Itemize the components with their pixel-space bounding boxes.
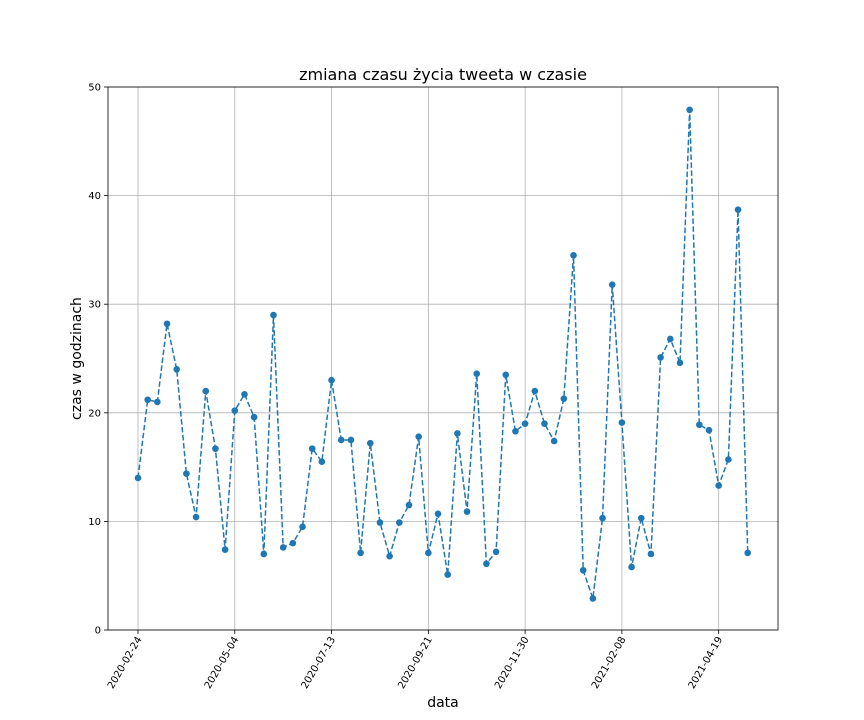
data-point	[637, 514, 645, 522]
y-axis-ticks: 0 10 20 30 40 50	[88, 83, 108, 637]
data-point	[531, 387, 539, 395]
data-point	[279, 544, 287, 551]
data-point	[570, 252, 577, 259]
data-point	[483, 560, 490, 568]
x-tick-label: 2021-02-08	[590, 635, 629, 691]
data-point	[289, 539, 297, 547]
data-point	[502, 371, 510, 379]
data-point	[183, 470, 190, 477]
data-point	[725, 456, 732, 463]
data-point	[173, 366, 181, 373]
series-points	[134, 106, 752, 602]
y-tick-label: 20	[88, 408, 101, 419]
data-point	[734, 206, 742, 214]
data-point	[589, 595, 597, 602]
plot-area	[108, 87, 778, 630]
data-point	[647, 550, 655, 558]
data-point	[599, 514, 606, 522]
x-tick-label: 2020-07-13	[300, 635, 339, 691]
data-point	[463, 508, 471, 515]
plot-frame	[107, 86, 779, 631]
data-point	[163, 320, 171, 328]
data-point	[425, 549, 432, 557]
data-point	[608, 281, 616, 288]
data-point	[308, 445, 316, 452]
data-point	[144, 396, 151, 404]
y-axis-label: czas w godzinach	[69, 297, 85, 420]
data-point	[221, 546, 229, 553]
data-point	[376, 519, 384, 526]
data-point	[512, 427, 519, 435]
x-tick-label: 2020-05-04	[203, 635, 242, 691]
data-point	[337, 436, 345, 444]
data-point	[250, 413, 258, 421]
data-point	[192, 513, 200, 521]
data-point	[154, 398, 161, 406]
data-point	[202, 387, 210, 395]
data-point	[328, 376, 335, 384]
data-point	[579, 566, 587, 574]
data-point	[231, 407, 239, 414]
data-point	[366, 439, 374, 447]
grid-lines	[108, 86, 778, 631]
data-point	[434, 510, 442, 518]
data-point	[521, 420, 529, 427]
data-point	[415, 433, 422, 440]
data-point	[686, 106, 693, 114]
data-point	[560, 395, 568, 402]
series-line	[137, 109, 749, 599]
chart-title: zmiana czasu życia tweeta w czasie	[299, 65, 587, 84]
x-tick-label: 2020-02-24	[106, 635, 145, 691]
data-point	[444, 571, 452, 578]
data-point	[666, 335, 674, 343]
x-tick-label: 2020-11-30	[493, 635, 532, 691]
data-point	[550, 437, 558, 445]
data-point	[473, 370, 481, 378]
data-point	[299, 523, 306, 531]
y-tick-label: 10	[88, 517, 101, 528]
data-point	[715, 482, 722, 489]
data-point	[705, 426, 713, 434]
data-point	[454, 430, 461, 437]
data-point	[347, 436, 355, 444]
y-tick-label: 0	[95, 626, 101, 637]
data-point	[270, 311, 277, 319]
data-point	[396, 519, 403, 526]
data-point	[618, 419, 626, 426]
data-point	[241, 391, 248, 398]
data-point	[657, 354, 664, 361]
x-tick-label: 2021-04-19	[687, 635, 726, 691]
data-point	[676, 359, 684, 367]
x-axis-ticks: 2020-02-24 2020-05-04 2020-07-13 2020-09-21…	[106, 630, 725, 691]
y-tick-label: 50	[88, 83, 101, 94]
data-point	[260, 550, 268, 558]
data-point	[318, 458, 326, 465]
data-point	[492, 548, 500, 556]
data-point	[628, 563, 635, 571]
data-point	[386, 552, 393, 560]
data-point	[134, 474, 142, 482]
data-point	[541, 420, 548, 427]
x-axis-label: data	[427, 695, 459, 711]
data-point	[212, 445, 219, 452]
x-tick-label: 2020-09-21	[396, 635, 435, 691]
y-tick-label: 40	[88, 191, 101, 202]
data-point	[744, 549, 752, 557]
data-point	[405, 501, 413, 509]
y-tick-label: 30	[88, 300, 101, 311]
data-point	[696, 421, 703, 429]
data-point	[357, 549, 364, 557]
